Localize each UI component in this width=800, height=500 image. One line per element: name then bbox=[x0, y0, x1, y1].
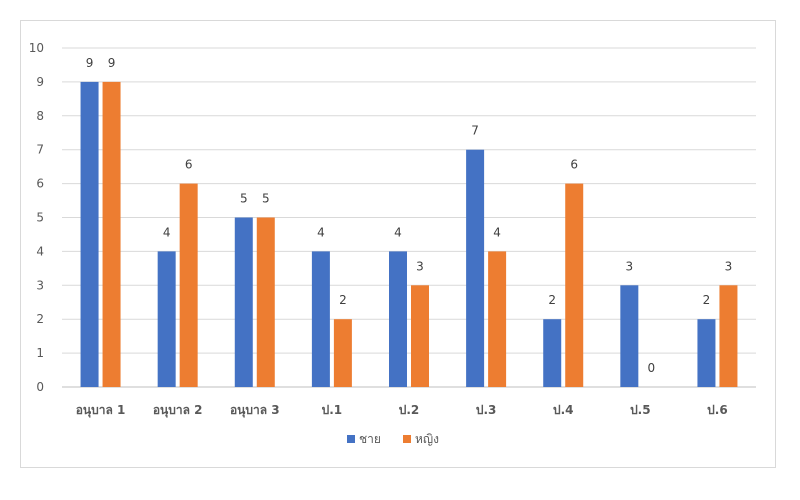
bar-female bbox=[333, 319, 352, 387]
data-label: 5 bbox=[262, 192, 270, 206]
data-label: 4 bbox=[394, 225, 402, 239]
y-tick-label: 8 bbox=[36, 109, 44, 123]
y-tick-label: 9 bbox=[36, 75, 44, 89]
data-label: 0 bbox=[648, 361, 656, 375]
data-label: 5 bbox=[240, 192, 248, 206]
bar-male bbox=[466, 149, 485, 387]
data-label: 4 bbox=[163, 225, 171, 239]
data-label: 2 bbox=[703, 293, 711, 307]
y-tick-label: 7 bbox=[36, 143, 44, 157]
data-label: 3 bbox=[725, 259, 733, 273]
bar-female bbox=[719, 285, 738, 387]
legend: ชาย หญิง bbox=[347, 432, 439, 446]
bar-male bbox=[311, 251, 330, 387]
bar-male bbox=[80, 81, 99, 388]
x-category-label: อนุบาล 1 bbox=[76, 403, 126, 418]
bar-male bbox=[543, 319, 562, 387]
y-tick-label: 3 bbox=[36, 278, 44, 292]
data-label: 2 bbox=[339, 293, 347, 307]
x-category-label: ป.3 bbox=[476, 403, 497, 417]
legend-swatch bbox=[403, 435, 411, 443]
x-category-label: ป.4 bbox=[553, 403, 574, 417]
data-label: 4 bbox=[317, 225, 325, 239]
bar-female bbox=[411, 285, 429, 387]
x-axis: อนุบาล 1 อนุบาล 2 อนุบาล 3 ป.1 ป.2 ป.3 ป.4 ป.5 ป… bbox=[76, 403, 728, 418]
data-label: 3 bbox=[416, 259, 424, 273]
data-label: 7 bbox=[471, 124, 479, 138]
y-tick-label: 1 bbox=[36, 346, 44, 360]
y-tick-label: 4 bbox=[36, 244, 44, 258]
bar-male bbox=[389, 251, 407, 387]
data-label: 4 bbox=[493, 225, 501, 239]
data-label: 6 bbox=[570, 158, 578, 172]
legend-swatch bbox=[347, 435, 355, 443]
x-category-label: ป.2 bbox=[399, 403, 420, 417]
bar-female bbox=[565, 183, 584, 387]
x-category-label: ป.6 bbox=[707, 403, 728, 417]
legend-label: ชาย bbox=[359, 432, 381, 446]
chart-frame bbox=[20, 20, 776, 468]
data-label: 2 bbox=[548, 293, 556, 307]
bar-female bbox=[256, 217, 275, 387]
bar-female bbox=[179, 183, 198, 387]
data-label: 9 bbox=[86, 56, 94, 70]
y-tick-label: 6 bbox=[36, 177, 44, 191]
data-label: 6 bbox=[185, 158, 193, 172]
bar-female bbox=[488, 251, 507, 387]
bar-female bbox=[102, 81, 121, 388]
y-tick-label: 0 bbox=[36, 380, 44, 394]
x-category-label: อนุบาล 2 bbox=[153, 403, 203, 418]
data-label: 3 bbox=[626, 259, 634, 273]
x-category-label: ป.1 bbox=[322, 403, 343, 417]
y-tick-label: 2 bbox=[36, 312, 44, 326]
bar-male bbox=[157, 251, 176, 387]
x-category-label: อนุบาล 3 bbox=[230, 403, 280, 418]
legend-label: หญิง bbox=[415, 432, 439, 446]
y-tick-label: 10 bbox=[29, 41, 44, 55]
data-label: 9 bbox=[108, 56, 116, 70]
bar-male bbox=[620, 285, 639, 387]
bar-male bbox=[234, 217, 253, 387]
x-category-label: ป.5 bbox=[630, 403, 651, 417]
data-labels: 9 9 4 6 5 5 4 2 4 3 7 4 2 6 3 0 2 3 bbox=[86, 56, 733, 375]
bar-male bbox=[697, 319, 716, 387]
gridlines bbox=[62, 47, 756, 388]
bars bbox=[80, 81, 738, 388]
y-axis: 0 1 2 3 4 5 6 7 8 9 10 bbox=[29, 41, 44, 394]
y-tick-label: 5 bbox=[36, 211, 44, 225]
